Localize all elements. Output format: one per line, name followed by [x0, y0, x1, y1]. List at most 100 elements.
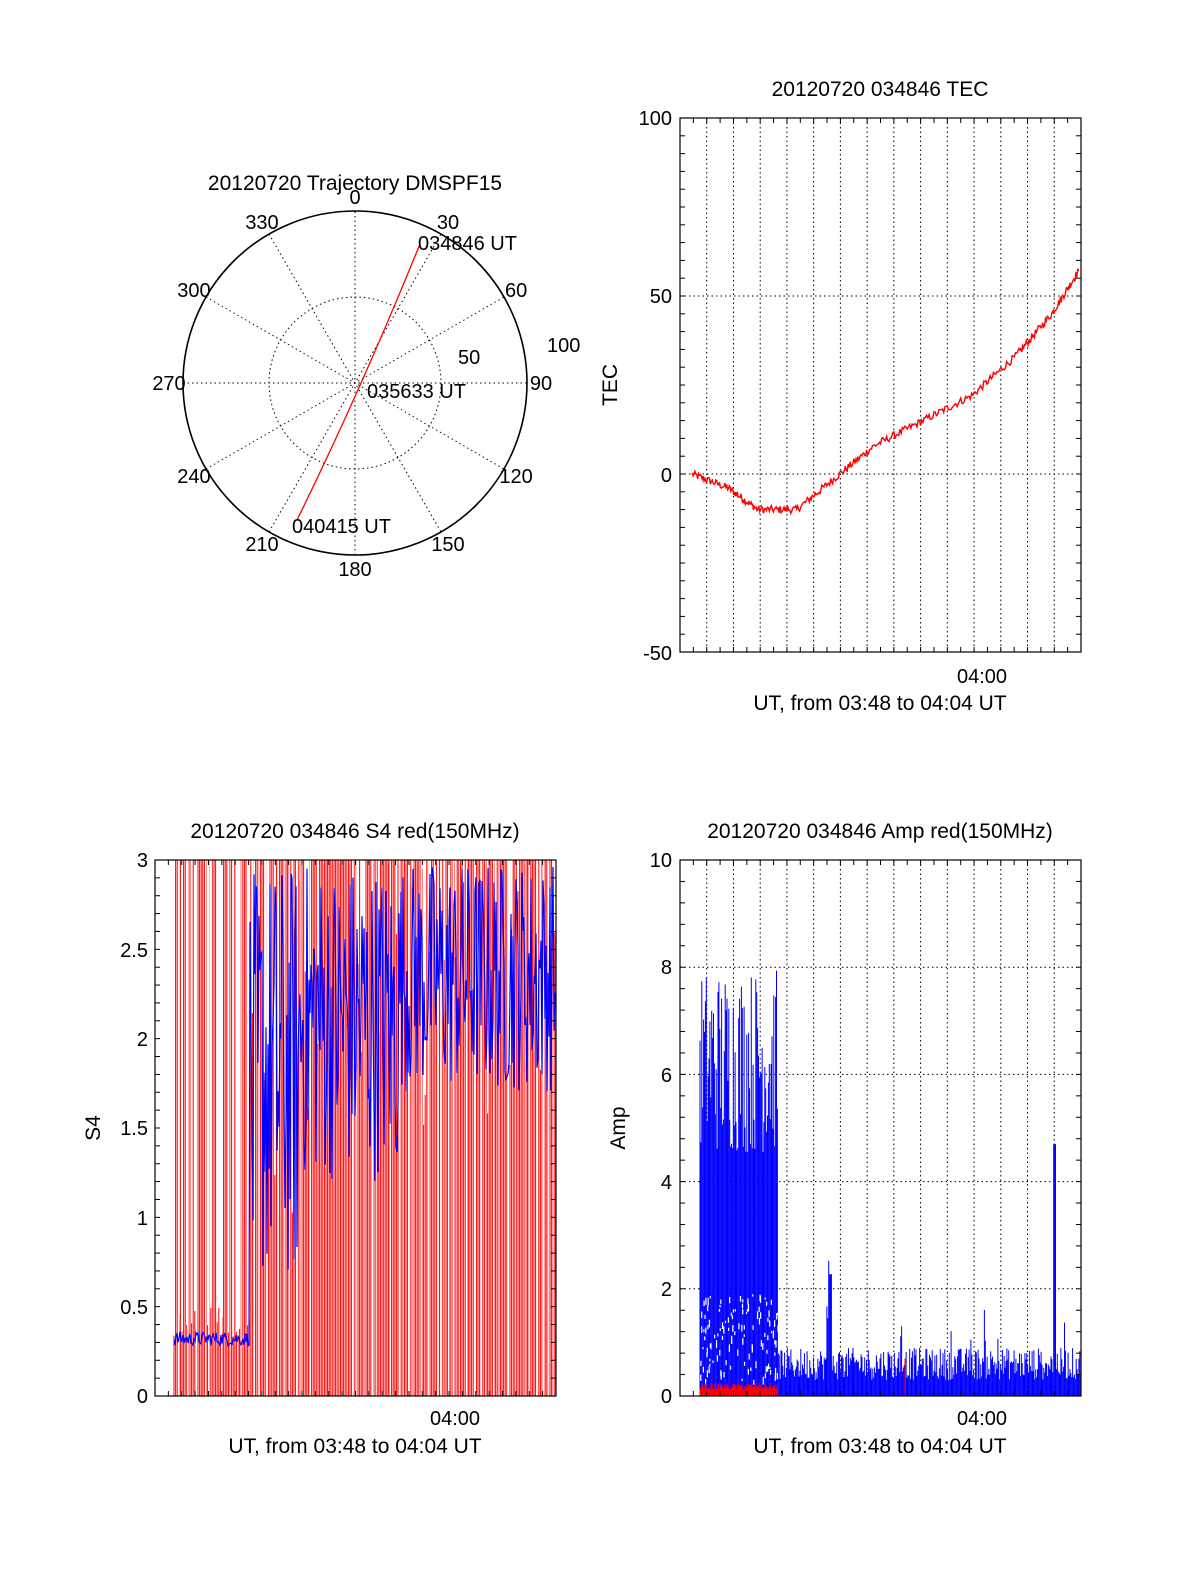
tec-minor-ticks — [680, 118, 1081, 652]
s4-ytick-0: 0 — [137, 1386, 148, 1408]
s4-red-gap — [241, 860, 243, 1396]
s4-red-gap — [408, 860, 410, 1396]
amp-blue-gap — [774, 1352, 776, 1356]
polar-spoke — [268, 233, 442, 533]
s4-red-gap — [524, 860, 526, 1396]
amp-ylabel: Amp — [607, 1106, 630, 1149]
s4-blue-series-line — [173, 866, 556, 1348]
polar-radius-label-50: 50 — [458, 347, 480, 369]
amp-blue-gap — [739, 1296, 742, 1302]
amp-blue-gap — [712, 1360, 714, 1363]
amp-title: 20120720 034846 Amp red(150MHz) — [707, 820, 1053, 843]
polar-spokes — [183, 211, 527, 555]
s4-ytick-3: 3 — [137, 850, 148, 872]
amp-chart: 20120720 034846 Amp red(150MHz) 10 8 6 4… — [607, 820, 1082, 1458]
amp-blue-gap — [764, 1373, 766, 1379]
s4-red-gap — [277, 860, 279, 1396]
polar-title: 20120720 Trajectory DMSPF15 — [208, 172, 502, 195]
amp-blue-gap — [774, 1340, 776, 1345]
amp-blue-gap — [700, 1360, 702, 1366]
polar-angle-label: 330 — [245, 212, 278, 234]
amp-blue-gap — [709, 1358, 711, 1362]
s4-red-gap — [474, 860, 476, 1396]
amp-xtick-0400: 04:00 — [957, 1408, 1007, 1430]
s4-red-gap — [515, 860, 517, 1396]
polar-angle-label: 90 — [530, 373, 552, 395]
amp-blue-gap — [708, 1319, 710, 1328]
s4-ytick-2: 2 — [137, 1029, 148, 1051]
amp-blue-gap — [721, 1335, 724, 1340]
s4-red-gap — [440, 860, 442, 1396]
amp-blue-gap — [767, 1363, 770, 1369]
s4-red-gap — [300, 860, 302, 1396]
s4-red-gap — [237, 860, 238, 1396]
tec-chart: 20120720 034846 TEC 100 50 0 -50 04:00 U… — [599, 78, 1082, 715]
amp-blue-gap — [702, 1366, 704, 1373]
amp-blue-gap — [728, 1327, 730, 1331]
amp-blue-gap — [747, 1368, 749, 1375]
amp-blue-gap — [732, 1325, 734, 1332]
amp-blue-gap — [727, 1317, 729, 1323]
amp-ytick-2: 2 — [661, 1279, 672, 1301]
amp-blue-gap — [743, 1325, 745, 1330]
s4-red-gap — [493, 860, 495, 1396]
amp-blue-gap — [738, 1323, 740, 1330]
polar-angle-label: 150 — [431, 534, 464, 556]
amp-blue-gap — [732, 1309, 734, 1313]
polar-angle-label: 120 — [499, 466, 532, 488]
s4-red-gap — [529, 860, 530, 1396]
amp-blue-gap — [720, 1299, 722, 1304]
amp-blue-gap — [743, 1334, 745, 1337]
amp-blue-gap — [755, 1361, 757, 1369]
amp-blue-gap — [719, 1328, 721, 1331]
amp-blue-gap — [723, 1326, 725, 1334]
amp-blue-gap — [701, 1326, 703, 1333]
amp-blue-gap — [710, 1343, 712, 1350]
amp-blue-gap — [750, 1367, 752, 1371]
tec-grid — [680, 118, 1081, 652]
s4-red-gap — [195, 860, 198, 1396]
amp-blue-spikes — [699, 970, 1082, 1396]
amp-xlabel: UT, from 03:48 to 04:04 UT — [753, 1435, 1006, 1458]
amp-blue-gap — [762, 1343, 764, 1350]
amp-ytick-8: 8 — [661, 957, 672, 979]
amp-blue-gap — [764, 1333, 766, 1337]
amp-blue-gap — [701, 1311, 703, 1319]
polar-angle-label: 60 — [505, 280, 527, 302]
amp-blue-gap — [741, 1378, 743, 1381]
amp-blue-gap — [705, 1297, 707, 1305]
amp-blue-gap — [776, 1373, 778, 1380]
trajectory-end-label: 040415 UT — [292, 516, 391, 538]
amp-blue-gap — [725, 1360, 727, 1366]
amp-blue-gap — [723, 1372, 725, 1378]
amp-blue-gap — [708, 1366, 710, 1374]
s4-ytick-1: 1 — [137, 1208, 148, 1230]
s4-red-gap — [253, 860, 255, 1396]
amp-blue-gap — [709, 1296, 711, 1299]
s4-red-gap — [542, 860, 545, 1396]
tec-ytick-neg50: -50 — [643, 643, 672, 665]
s4-red-gap — [230, 860, 231, 1396]
amp-blue-gap — [752, 1325, 754, 1330]
amp-blue-gap — [769, 1320, 771, 1327]
s4-red-gap — [258, 860, 260, 1396]
amp-plot-frame — [679, 859, 1082, 1397]
tec-xlabel: UT, from 03:48 to 04:04 UT — [753, 692, 1006, 715]
amp-red-spikes — [699, 1358, 906, 1396]
tec-ytick-100: 100 — [639, 108, 672, 130]
s4-red-gap — [212, 860, 214, 1396]
amp-blue-gap — [705, 1379, 707, 1386]
s4-red-gap — [480, 860, 483, 1396]
s4-red-gap — [420, 860, 422, 1396]
s4-red-gap — [548, 860, 550, 1396]
s4-xtick-0400: 04:00 — [430, 1408, 480, 1430]
amp-blue-gap — [731, 1315, 733, 1320]
s4-red-gap — [437, 860, 439, 1396]
amp-blue-gap — [774, 1373, 776, 1381]
s4-ytick-1-5: 1.5 — [120, 1118, 148, 1140]
trajectory-start-label: 034846 UT — [418, 233, 517, 255]
s4-red-gap — [507, 860, 509, 1396]
amp-blue-gap — [742, 1338, 744, 1345]
s4-red-gap — [375, 860, 377, 1396]
amp-blue-gap — [742, 1309, 744, 1315]
